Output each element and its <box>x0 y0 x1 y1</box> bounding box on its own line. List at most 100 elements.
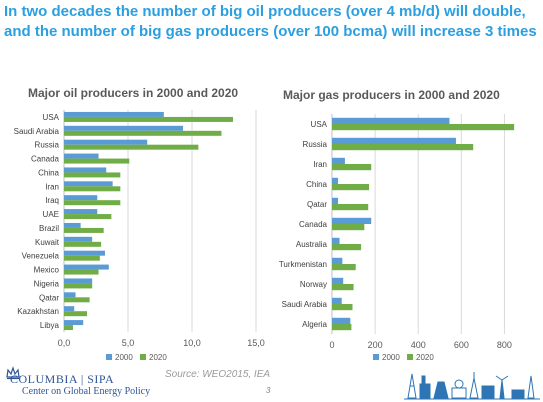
gas-bar-2020 <box>332 324 352 331</box>
oil-category-label: Iran <box>45 182 59 191</box>
gas-bar-2020 <box>332 284 354 291</box>
oil-category-label: China <box>38 168 59 177</box>
oil-bar-2000 <box>64 250 105 256</box>
oil-bar-2020 <box>64 214 112 220</box>
gas-legend-swatch-2000 <box>373 354 379 360</box>
oil-category-label: Kazakhstan <box>17 307 59 316</box>
logo-subtitle: Center on Global Energy Policy <box>22 386 151 397</box>
oil-tick-label: 10,0 <box>183 338 201 348</box>
oil-bar-2020 <box>64 227 104 233</box>
oil-bar-2020 <box>64 269 99 275</box>
gas-tick-label: 400 <box>411 340 426 350</box>
oil-bar-2000 <box>64 209 98 215</box>
oil-category-label: Saudi Arabia <box>14 127 60 136</box>
gas-legend-label-2000: 2000 <box>382 353 400 362</box>
gas-bar-2020 <box>332 124 515 131</box>
oil-bar-2020 <box>64 241 102 247</box>
oil-tick-label: 0,0 <box>58 338 71 348</box>
gas-bar-2000 <box>332 317 351 324</box>
oil-bar-2020 <box>64 130 222 136</box>
oil-bar-2020 <box>64 116 233 122</box>
gas-bar-2020 <box>332 244 362 251</box>
oil-tick-label: 15,0 <box>247 338 265 348</box>
gas-bar-2020 <box>332 204 369 211</box>
gas-bar-2020 <box>332 304 353 311</box>
gas-category-label: Iran <box>313 160 327 169</box>
oil-legend-swatch-2000 <box>106 354 112 360</box>
gas-bar-2000 <box>332 137 456 144</box>
oil-category-label: Nigeria <box>34 279 60 288</box>
source-note: Source: WEO2015, IEA <box>165 369 271 380</box>
oil-bar-2000 <box>64 111 164 117</box>
oil-bar-2000 <box>64 292 76 298</box>
gas-legend-swatch-2020 <box>407 354 413 360</box>
gas-bar-2000 <box>332 217 372 224</box>
oil-bar-2000 <box>64 153 99 159</box>
oil-category-label: Kuwait <box>35 238 60 247</box>
gas-category-label: Canada <box>299 220 328 229</box>
oil-bar-2000 <box>64 320 84 326</box>
gas-category-label: Russia <box>303 140 328 149</box>
oil-legend-label-2000: 2000 <box>115 353 133 362</box>
oil-legend-label-2020: 2020 <box>149 353 167 362</box>
gas-category-label: Qatar <box>307 200 327 209</box>
gas-bar-2020 <box>332 224 365 231</box>
oil-category-label: Brazil <box>39 224 59 233</box>
oil-bar-2000 <box>64 181 113 187</box>
gas-bar-2000 <box>332 177 339 184</box>
oil-bar-2020 <box>64 255 100 261</box>
oil-category-label: Qatar <box>39 293 59 302</box>
gas-category-label: China <box>306 180 327 189</box>
gas-tick-label: 200 <box>368 340 383 350</box>
oil-bar-2020 <box>64 158 130 164</box>
oil-category-label: Venezuela <box>22 252 60 261</box>
logo-text: COLUMBIA | SIPA <box>10 372 115 386</box>
oil-chart-title: Major oil producers in 2000 and 2020 <box>28 86 239 100</box>
gas-bar-2000 <box>332 257 343 264</box>
oil-bar-2020 <box>64 297 90 303</box>
oil-category-label: Mexico <box>34 266 60 275</box>
oil-category-label: Russia <box>35 141 60 150</box>
oil-bar-2020 <box>64 200 121 206</box>
gas-category-label: Australia <box>296 240 328 249</box>
gas-category-label: Turkmenistan <box>279 260 327 269</box>
oil-bar-2000 <box>64 167 107 173</box>
energy-infrastructure-icon <box>404 372 540 400</box>
oil-bar-2000 <box>64 264 109 270</box>
gas-bar-2000 <box>332 117 450 124</box>
gas-tick-label: 600 <box>454 340 469 350</box>
oil-bar-2000 <box>64 125 184 131</box>
oil-bar-2020 <box>64 311 88 317</box>
gas-bar-2020 <box>332 184 370 191</box>
oil-tick-label: 5,0 <box>122 338 135 348</box>
gas-bar-2000 <box>332 237 340 244</box>
headline: In two decades the number of big oil pro… <box>4 3 537 40</box>
oil-legend-swatch-2020 <box>140 354 146 360</box>
oil-bar-2000 <box>64 236 93 242</box>
gas-legend-label-2020: 2020 <box>416 353 434 362</box>
oil-category-label: UAE <box>43 210 59 219</box>
gas-bar-2020 <box>332 144 474 151</box>
oil-category-label: Iraq <box>45 196 59 205</box>
gas-bar-2000 <box>332 157 345 164</box>
oil-category-label: Canada <box>31 155 60 164</box>
oil-bar-2020 <box>64 172 121 178</box>
page-number: 3 <box>266 386 271 395</box>
oil-bar-2000 <box>64 139 148 145</box>
gas-bar-2000 <box>332 277 344 284</box>
oil-bar-2000 <box>64 278 93 284</box>
oil-bar-2020 <box>64 144 199 150</box>
gas-bar-2000 <box>332 297 342 304</box>
oil-bar-2000 <box>64 222 81 228</box>
crown-icon <box>6 366 20 380</box>
gas-category-label: Algeria <box>302 320 327 329</box>
oil-bar-2020 <box>64 283 93 289</box>
gas-bar-2000 <box>332 197 339 204</box>
gas-bar-2020 <box>332 164 372 171</box>
oil-category-label: Libya <box>40 321 60 330</box>
gas-chart-title: Major gas producers in 2000 and 2020 <box>283 88 500 102</box>
gas-category-label: USA <box>311 120 328 129</box>
oil-bar-2020 <box>64 325 73 331</box>
gas-tick-label: 800 <box>497 340 512 350</box>
